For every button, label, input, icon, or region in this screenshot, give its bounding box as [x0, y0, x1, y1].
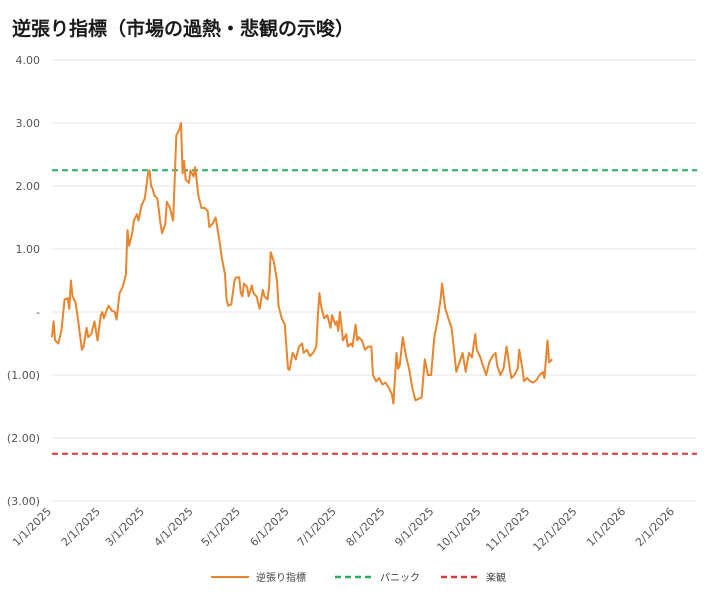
y-tick-label: 1.00 — [16, 243, 41, 256]
chart-title: 逆張り指標（市場の過熱・悲観の示唆） — [12, 18, 355, 40]
x-tick-label: 8/1/2025 — [344, 505, 388, 549]
x-tick-label: 10/1/2025 — [435, 505, 484, 554]
x-tick-label: 5/1/2025 — [199, 505, 243, 549]
x-tick-label: 12/1/2025 — [530, 505, 579, 554]
y-axis-ticks: 4.00 3.00 2.00 1.00 - (1.00) (2.00) (3.00) — [7, 54, 40, 508]
x-tick-label: 3/1/2025 — [103, 505, 147, 549]
y-tick-label: (3.00) — [7, 495, 40, 508]
y-tick-label: (1.00) — [7, 369, 40, 382]
y-tick-label: 2.00 — [16, 180, 41, 193]
x-tick-label: 4/1/2025 — [152, 505, 196, 549]
legend: 逆張り指標 パニック 楽観 — [211, 571, 506, 584]
grid-lines — [52, 59, 697, 502]
x-tick-label: 1/1/2026 — [584, 505, 628, 549]
y-tick-label: 4.00 — [16, 54, 41, 67]
y-tick-label: (2.00) — [7, 432, 40, 445]
legend-series-label: 逆張り指標 — [256, 571, 306, 584]
y-tick-label: 3.00 — [16, 117, 41, 130]
x-tick-label: 9/1/2025 — [392, 505, 436, 549]
legend-panic-label: パニック — [380, 572, 420, 584]
x-tick-label: 7/1/2025 — [295, 505, 339, 549]
x-axis-ticks: 1/1/2025 2/1/2025 3/1/2025 4/1/2025 5/1/2025… — [10, 505, 677, 554]
legend-optimism-label: 楽観 — [486, 571, 506, 584]
x-tick-label: 2/1/2025 — [59, 505, 103, 549]
reference-lines — [52, 169, 697, 455]
series-group — [51, 122, 553, 405]
x-tick-label: 2/1/2026 — [633, 505, 677, 549]
y-tick-label: - — [36, 306, 40, 319]
x-tick-label: 1/1/2025 — [10, 505, 54, 549]
x-tick-label: 11/1/2025 — [483, 505, 532, 554]
series-line — [51, 122, 553, 405]
x-tick-label: 6/1/2025 — [248, 505, 292, 549]
